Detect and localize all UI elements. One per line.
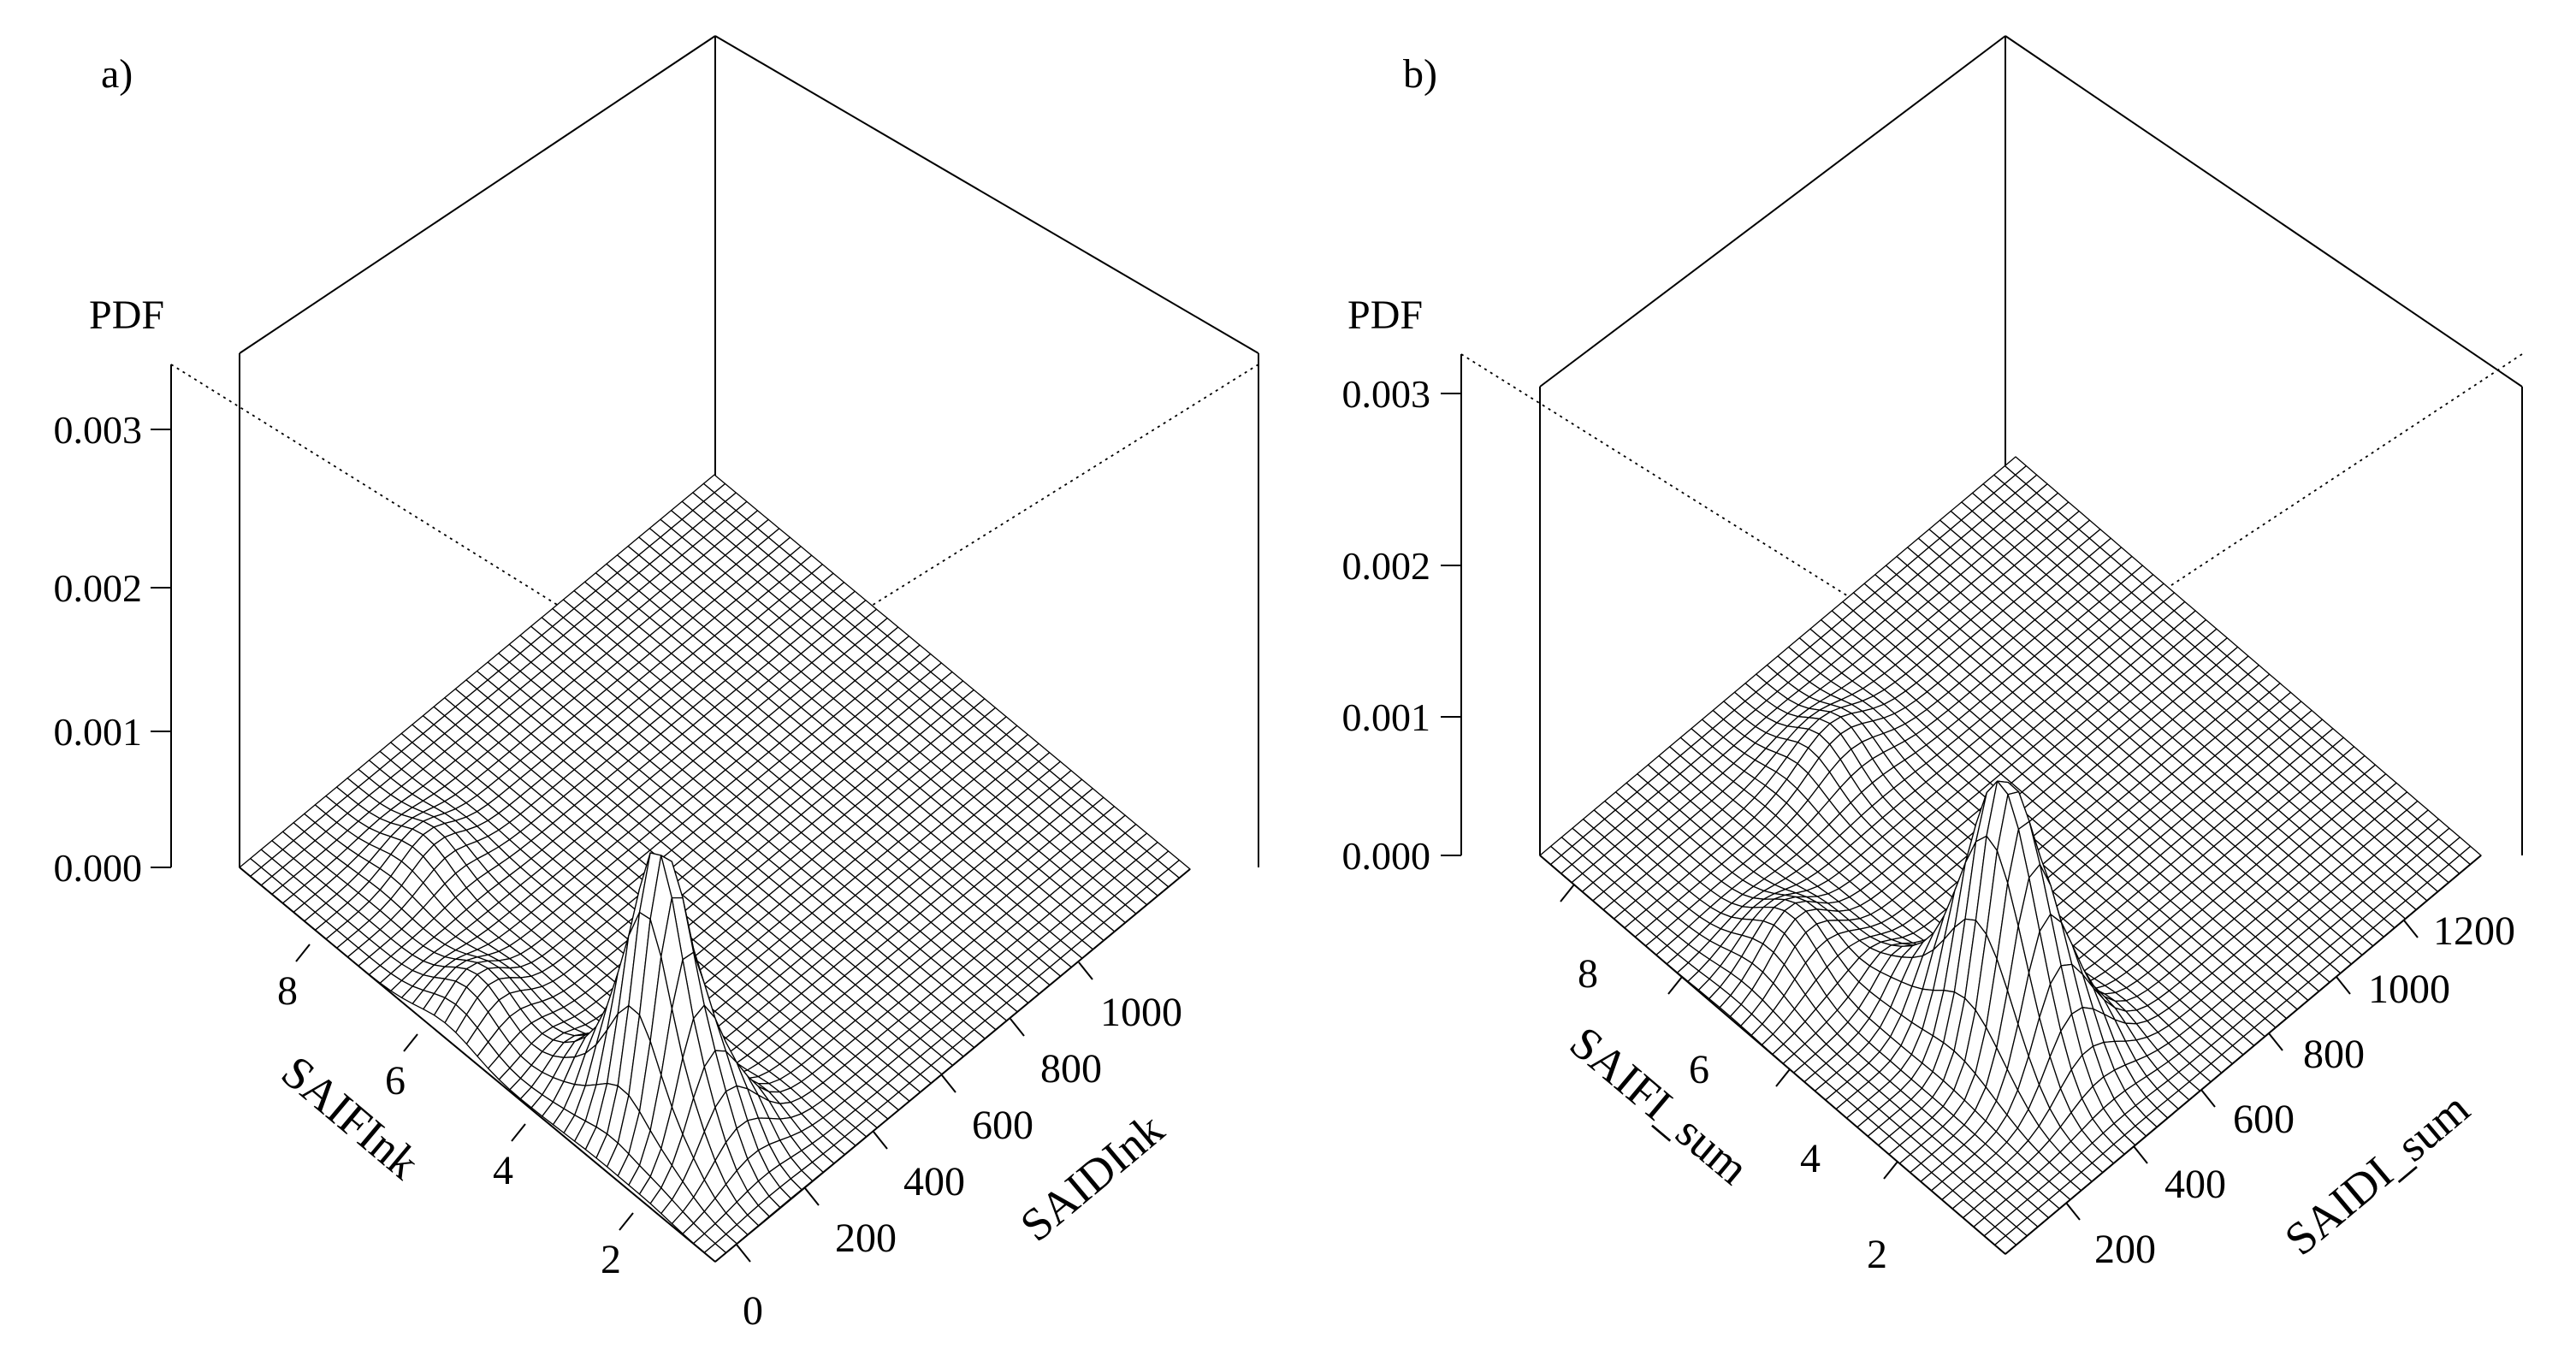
x-tick-label: 6 — [385, 1058, 406, 1103]
y-tick — [2268, 1032, 2283, 1051]
z-ticks-a: 0.000 0.001 0.002 0.003 — [54, 408, 171, 890]
y-tick — [2336, 976, 2351, 995]
z-tick-label: 0.003 — [1342, 372, 1431, 416]
y-tick — [873, 1131, 888, 1150]
x-tick-label: 8 — [1578, 951, 1598, 997]
y-axis-line — [2005, 855, 2482, 1255]
z-tick-label: 0.001 — [54, 710, 143, 754]
z-axis-label-b: PDF — [1347, 293, 1423, 338]
panel-label-a: a) — [101, 51, 133, 97]
box-edge — [2005, 35, 2523, 388]
panel-b: b) PDF 0.000 0.001 0.002 0.003 — [1342, 35, 2523, 1277]
y-tick — [1010, 1018, 1025, 1037]
y-axis-a — [714, 868, 1191, 1263]
x-tick-label: 2 — [601, 1237, 621, 1282]
y-axis-label-b: SAIDI_sum — [2275, 1082, 2479, 1265]
x-tick-label: 8 — [277, 968, 298, 1014]
y-tick — [941, 1074, 956, 1093]
z-tick-label: 0.002 — [1342, 544, 1431, 588]
y-axis-b — [2005, 855, 2482, 1255]
y-tick-label: 1000 — [2368, 967, 2450, 1012]
z-tick-label: 0.003 — [54, 408, 143, 452]
box-frame-b — [1539, 35, 2523, 855]
z-tick-label: 0.000 — [1342, 834, 1431, 878]
x-tick — [1560, 884, 1575, 902]
y-tick — [2200, 1089, 2216, 1108]
x-tick — [1883, 1161, 1898, 1180]
panel-a: a) PDF 0.000 0.001 0.002 0.003 — [54, 35, 1259, 1334]
x-tick — [403, 1033, 418, 1052]
y-tick — [1078, 961, 1093, 980]
box-frame-a — [239, 35, 1259, 867]
z-ticks-b: 0.000 0.001 0.002 0.003 — [1342, 372, 1461, 878]
y-tick-label: 800 — [1040, 1046, 1102, 1092]
y-tick-label: 400 — [2164, 1162, 2226, 1207]
y-tick-label: 1200 — [2433, 908, 2515, 954]
box-edge — [714, 35, 1259, 354]
y-tick-label: 600 — [2233, 1097, 2295, 1142]
x-tick — [295, 944, 311, 962]
y-tick-label: 400 — [903, 1159, 965, 1204]
y-tick-label: 200 — [2094, 1227, 2156, 1272]
y-tick — [2065, 1202, 2081, 1221]
x-tick — [511, 1123, 526, 1142]
z-tick-label: 0.002 — [54, 566, 143, 610]
y-tick — [2403, 920, 2419, 938]
y-tick — [2133, 1145, 2148, 1164]
x-tick-label: 4 — [493, 1148, 513, 1193]
panel-label-b: b) — [1403, 51, 1437, 97]
x-tick — [1667, 976, 1683, 995]
y-tick-label: 600 — [972, 1103, 1033, 1148]
surface-mesh-b — [1539, 456, 2482, 1255]
x-tick — [619, 1212, 634, 1231]
box-edge — [239, 35, 716, 354]
y-tick — [804, 1187, 820, 1206]
y-axis-line — [714, 868, 1191, 1263]
z-tick-label: 0.001 — [1342, 695, 1431, 739]
x-tick-label: 4 — [1800, 1136, 1821, 1181]
x-axis-line — [1539, 855, 2006, 1255]
y-tick-label: 200 — [835, 1216, 897, 1261]
y-tick — [736, 1244, 751, 1263]
x-tick — [1775, 1068, 1791, 1087]
x-axis-a — [239, 867, 716, 1263]
x-tick-label: 6 — [1689, 1047, 1709, 1092]
z-tick-label: 0.000 — [54, 846, 143, 890]
x-axis-label-b: SAIFI_sum — [1560, 1016, 1759, 1194]
y-tick-label: 1000 — [1100, 990, 1182, 1035]
y-tick-label: 800 — [2303, 1032, 2365, 1077]
x-axis-line — [239, 867, 716, 1263]
z-axis-label-a: PDF — [89, 293, 164, 338]
box-edge — [1539, 35, 2006, 388]
x-tick-label: 2 — [1867, 1232, 1887, 1277]
y-tick-label: 0 — [743, 1288, 763, 1334]
y-axis-label-a: SAIDInk — [1010, 1103, 1173, 1251]
x-axis-b — [1539, 855, 2006, 1255]
